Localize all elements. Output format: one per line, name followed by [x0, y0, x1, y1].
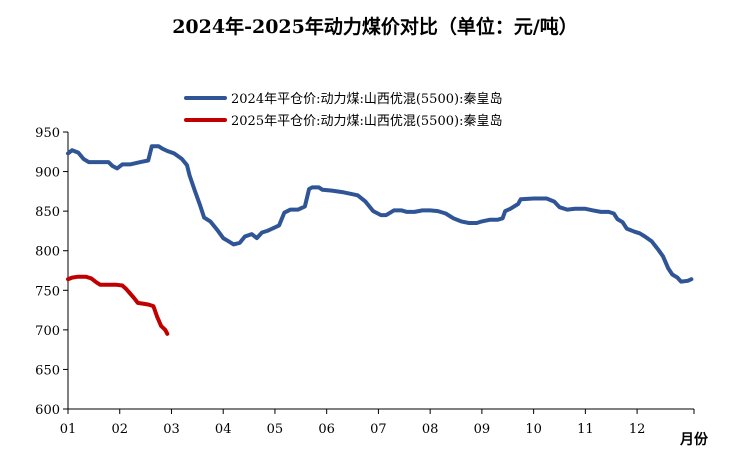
series-lines [66, 144, 694, 336]
x-tick-label: 03 [163, 422, 180, 437]
x-tick-label: 06 [318, 422, 335, 437]
y-tick-label: 850 [35, 205, 60, 220]
x-tick-label: 05 [267, 422, 284, 437]
x-tick-label: 02 [111, 422, 128, 437]
series-line-2025 [66, 274, 170, 336]
legend-label-2025: 2025年平仓价:动力煤:山西优混(5500):秦皇岛 [231, 113, 502, 129]
x-tick-label: 09 [474, 422, 491, 437]
x-tick-label: 10 [525, 422, 542, 437]
x-tick-label: 12 [629, 422, 646, 437]
x-tick-label: 08 [422, 422, 439, 437]
y-tick-label: 800 [35, 245, 60, 260]
x-tick-label: 01 [60, 422, 77, 437]
x-tick-label: 11 [577, 422, 594, 437]
chart-title: 2024年-2025年动力煤价对比（单位：元/吨） [172, 15, 578, 38]
legend: 2024年平仓价:动力煤:山西优混(5500):秦皇岛 2025年平仓价:动力煤… [184, 91, 502, 129]
series-line-2024 [66, 144, 694, 284]
y-tick-label: 900 [35, 166, 60, 181]
x-tick-label: 04 [215, 422, 232, 437]
x-axis: 01 02 03 04 05 06 07 08 09 10 11 12 [60, 408, 695, 437]
x-tick-label: 07 [370, 422, 387, 437]
y-tick-label: 600 [35, 403, 60, 418]
x-axis-label: 月份 [679, 431, 709, 448]
legend-label-2024: 2024年平仓价:动力煤:山西优混(5500):秦皇岛 [231, 91, 502, 107]
y-axis: 600 650 700 750 800 850 900 950 [35, 126, 69, 418]
y-tick-label: 650 [35, 363, 60, 378]
y-tick-label: 750 [35, 284, 60, 299]
y-tick-label: 700 [35, 324, 60, 339]
y-tick-label: 950 [35, 126, 60, 141]
